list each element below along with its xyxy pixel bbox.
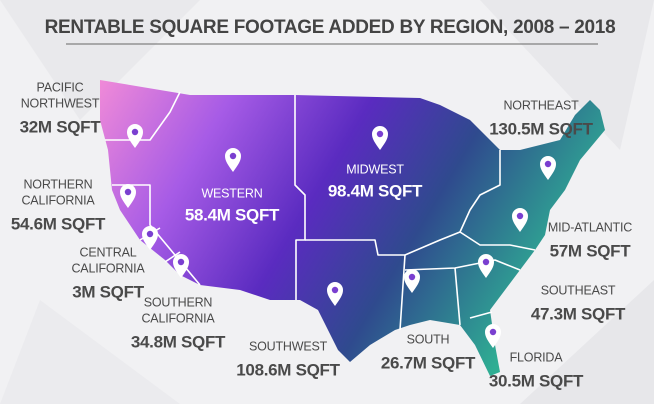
region-label: SOUTH 26.7M SQFT [381, 332, 477, 372]
region-name: CALIFORNIA [71, 261, 145, 275]
region-value: 34.8M SQFT [131, 332, 226, 351]
region-name: CALIFORNIA [21, 193, 95, 207]
region-value: 30.5M SQFT [489, 371, 584, 390]
region-label: SOUTHERN CALIFORNIA 34.8M SQFT [131, 295, 227, 351]
region-name: NORTHERN [23, 177, 92, 191]
region-name: MID-ATLANTIC [548, 220, 632, 234]
region-value: 98.4M SQFT [328, 181, 423, 200]
region-label: MIDWEST 98.4M SQFT [328, 162, 424, 200]
region-name: SOUTHWEST [249, 339, 328, 353]
region-label: FLORIDA 30.5M SQFT [489, 350, 585, 390]
region-name: SOUTHERN [144, 295, 213, 309]
region-name: PACIFIC [37, 80, 84, 94]
region-name: SOUTHEAST [541, 283, 616, 297]
region-label: SOUTHEAST 47.3M SQFT [531, 283, 627, 323]
region-name: NORTHWEST [21, 96, 100, 110]
region-name: FLORIDA [510, 350, 564, 364]
region-value: 47.3M SQFT [531, 304, 626, 323]
region-value: 54.6M SQFT [11, 214, 106, 233]
region-label: SOUTHWEST 108.6M SQFT [236, 339, 341, 379]
region-label: NORTHERN CALIFORNIA 54.6M SQFT [11, 177, 107, 233]
region-label: NORTHEAST 130.5M SQFT [489, 98, 594, 138]
region-label: WESTERN 58.4M SQFT [185, 186, 281, 224]
region-labels: PACIFIC NORTHWEST 32M SQFT NORTHERN CALIFORN… [11, 80, 633, 390]
region-label: CENTRAL CALIFORNIA 3M SQFT [71, 245, 145, 301]
region-name: SOUTH [407, 332, 450, 346]
title: RENTABLE SQUARE FOOTAGE ADDED BY REGION,… [45, 17, 616, 38]
region-value: 26.7M SQFT [381, 353, 476, 372]
region-name: WESTERN [201, 186, 262, 200]
region-name: NORTHEAST [503, 98, 579, 112]
region-value: 58.4M SQFT [185, 205, 280, 224]
region-name: CALIFORNIA [141, 311, 215, 325]
region-label: PACIFIC NORTHWEST 32M SQFT [20, 80, 102, 136]
region-value: 108.6M SQFT [236, 360, 340, 379]
region-value: 32M SQFT [20, 117, 102, 136]
region-label: MID-ATLANTIC 57M SQFT [548, 220, 633, 260]
region-name: CENTRAL [80, 245, 137, 259]
region-name: MIDWEST [346, 162, 404, 176]
region-value: 130.5M SQFT [489, 119, 593, 138]
region-value: 57M SQFT [550, 241, 632, 260]
region-value: 3M SQFT [72, 282, 144, 301]
